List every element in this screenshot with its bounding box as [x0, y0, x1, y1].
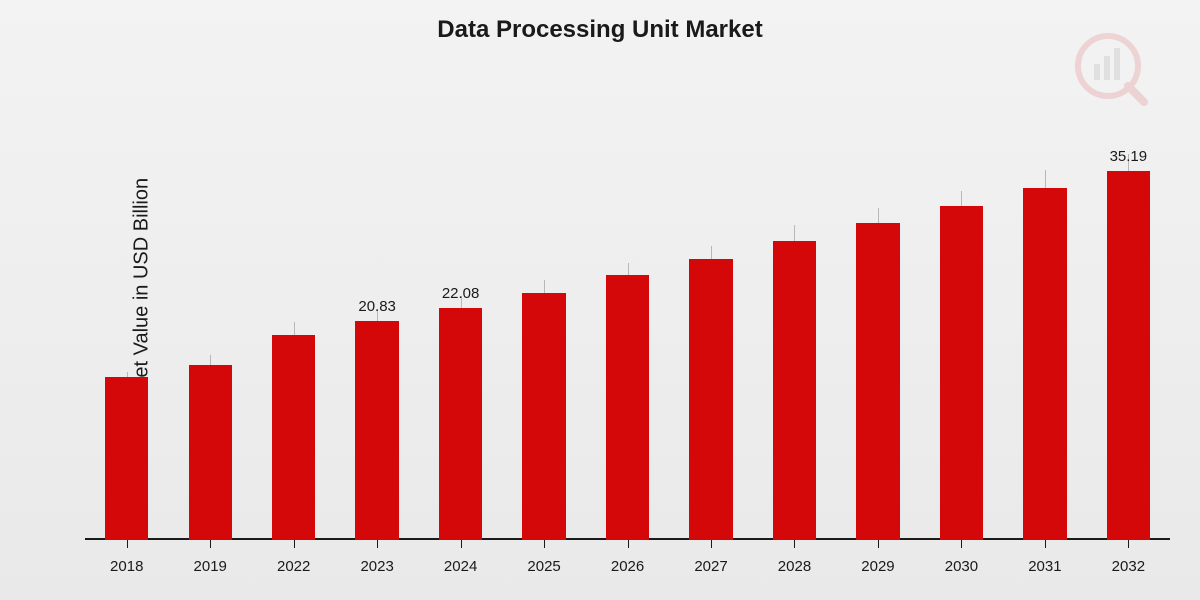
x-tick — [628, 540, 629, 548]
x-tick — [711, 540, 712, 548]
bar — [940, 206, 983, 540]
bar: 35.19 — [1107, 171, 1150, 540]
chart-title: Data Processing Unit Market — [0, 16, 1200, 44]
bar — [105, 377, 148, 540]
x-axis-label: 2029 — [836, 558, 919, 575]
watermark-logo — [1070, 28, 1150, 113]
x-tick — [377, 540, 378, 548]
x-axis-label: 2030 — [920, 558, 1003, 575]
bar-slot — [920, 120, 1003, 540]
x-axis-label: 2031 — [1003, 558, 1086, 575]
bar: 20.83 — [355, 321, 398, 540]
x-axis-labels: 2018201920222023202420252026202720282029… — [85, 558, 1170, 575]
bar-slot — [753, 120, 836, 540]
bar-slot — [252, 120, 335, 540]
bar — [606, 275, 649, 540]
x-axis-label: 2023 — [335, 558, 418, 575]
x-axis-label: 2027 — [669, 558, 752, 575]
bar: 22.08 — [439, 308, 482, 540]
x-tick — [544, 540, 545, 548]
x-tick — [878, 540, 879, 548]
x-tick — [1045, 540, 1046, 548]
bar-slot — [85, 120, 168, 540]
bar-slot — [502, 120, 585, 540]
bar — [189, 365, 232, 540]
bar-slot: 22.08 — [419, 120, 502, 540]
bar — [272, 335, 315, 540]
bar — [522, 293, 565, 540]
x-axis-label: 2026 — [586, 558, 669, 575]
x-axis-label: 2022 — [252, 558, 335, 575]
x-tick — [127, 540, 128, 548]
x-axis-label: 2024 — [419, 558, 502, 575]
chart-container: Data Processing Unit Market Market Value… — [0, 0, 1200, 600]
bar-slot — [586, 120, 669, 540]
bar-slot — [669, 120, 752, 540]
x-axis-label: 2025 — [502, 558, 585, 575]
x-axis-label: 2018 — [85, 558, 168, 575]
x-tick — [294, 540, 295, 548]
bar — [689, 259, 732, 540]
bar — [1023, 188, 1066, 540]
bar-value-label: 22.08 — [442, 285, 480, 302]
x-tick — [1128, 540, 1129, 548]
x-tick — [461, 540, 462, 548]
bars-group: 20.83 22.08 35.19 — [85, 120, 1170, 540]
bar-slot: 35.19 — [1087, 120, 1170, 540]
bar — [773, 241, 816, 540]
bar-value-label: 35.19 — [1110, 148, 1148, 165]
plot-area: 20.83 22.08 35.19 — [85, 120, 1170, 540]
x-tick — [794, 540, 795, 548]
bar-slot — [836, 120, 919, 540]
x-axis-label: 2019 — [168, 558, 251, 575]
bar-value-label: 20.83 — [358, 298, 396, 315]
bar — [856, 223, 899, 540]
bar-slot — [168, 120, 251, 540]
x-tick — [961, 540, 962, 548]
bar-slot: 20.83 — [335, 120, 418, 540]
x-tick — [210, 540, 211, 548]
x-axis-label: 2028 — [753, 558, 836, 575]
bar-slot — [1003, 120, 1086, 540]
x-axis-label: 2032 — [1087, 558, 1170, 575]
